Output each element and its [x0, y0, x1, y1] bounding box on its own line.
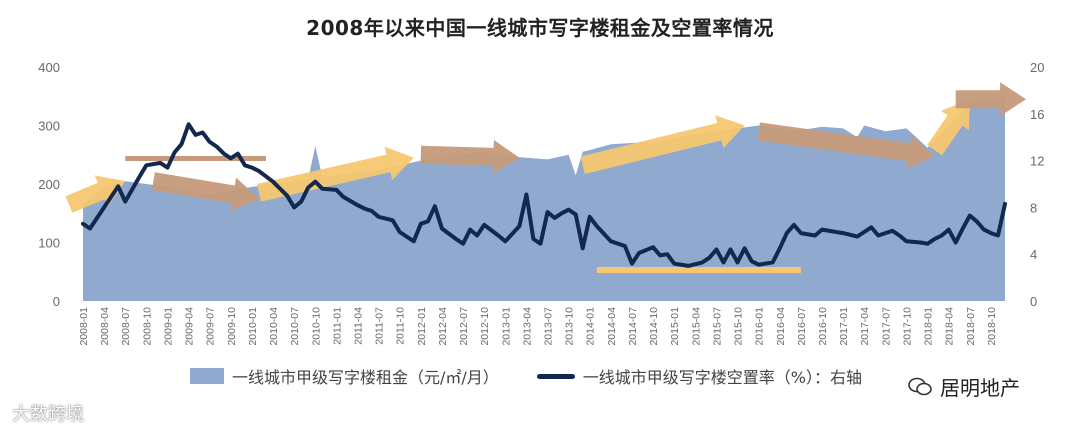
legend-rent-label: 一线城市甲级写字楼租金（元/㎡/月）: [232, 368, 499, 387]
x-tick-2010-10: 2010-10: [310, 307, 322, 346]
x-tick-2013-01: 2013-01: [500, 307, 512, 346]
x-tick-2009-04: 2009-04: [184, 307, 196, 346]
trend-arrow-4: [420, 139, 520, 174]
x-tick-2015-01: 2015-01: [669, 307, 681, 346]
trend-arrow-6: [757, 122, 935, 170]
highlight-bar-2015: [596, 267, 801, 273]
x-tick-2015-10: 2015-10: [733, 307, 745, 346]
x-tick-2015-04: 2015-04: [690, 307, 702, 346]
legend-area-swatch: [190, 368, 224, 384]
wechat-icon: [908, 377, 932, 395]
x-tick-2017-04: 2017-04: [859, 307, 871, 346]
trend-arrow-7: [927, 99, 970, 156]
y-left-tick-0: 0: [53, 294, 60, 309]
x-tick-2010-04: 2010-04: [268, 307, 280, 346]
x-tick-2010-01: 2010-01: [247, 307, 259, 346]
x-tick-2008-01: 2008-01: [78, 307, 90, 346]
x-tick-2016-04: 2016-04: [775, 307, 787, 346]
x-tick-2009-07: 2009-07: [205, 307, 217, 346]
x-tick-2018-07: 2018-07: [965, 307, 977, 346]
watermark-right-label: 居明地产: [940, 376, 1020, 400]
y-right-tick-20: 20: [1030, 60, 1044, 75]
x-tick-2018-10: 2018-10: [986, 307, 998, 346]
chart-title: 2008年以来中国一线城市写字楼租金及空置率情况: [306, 16, 774, 40]
y-right-tick-0: 0: [1030, 294, 1037, 309]
x-tick-2017-07: 2017-07: [880, 307, 892, 346]
x-tick-2009-10: 2009-10: [226, 307, 238, 346]
x-tick-2009-01: 2009-01: [162, 307, 174, 346]
x-tick-2012-01: 2012-01: [416, 307, 428, 346]
x-tick-2014-04: 2014-04: [606, 307, 618, 346]
x-tick-2018-04: 2018-04: [944, 307, 956, 346]
x-tick-2015-07: 2015-07: [711, 307, 723, 346]
x-tick-2011-07: 2011-07: [374, 307, 386, 345]
x-tick-2014-01: 2014-01: [585, 307, 597, 346]
legend-item-rent: 一线城市甲级写字楼租金（元/㎡/月）: [190, 364, 499, 388]
rent-area-series: [83, 96, 1005, 301]
legend-vacancy-label: 一线城市甲级写字楼空置率（%）：右轴: [582, 368, 863, 387]
watermark-left: 大数跨境: [12, 404, 84, 425]
x-tick-2008-10: 2008-10: [141, 307, 153, 346]
x-tick-2012-10: 2012-10: [479, 307, 491, 346]
vacancy-line-series: [81, 122, 1007, 268]
y-left-tick-100: 100: [38, 236, 60, 251]
highlight-bar-2009: [125, 156, 266, 161]
x-tick-2008-04: 2008-04: [99, 307, 111, 346]
x-tick-2014-10: 2014-10: [648, 307, 660, 346]
x-tick-2017-01: 2017-01: [838, 307, 850, 346]
watermark-right: 居明地产: [902, 370, 1026, 403]
trend-arrow-8: [955, 82, 1027, 117]
y-right-tick-12: 12: [1030, 154, 1044, 169]
trend-arrow-2: [151, 172, 259, 212]
y-left-tick-400: 400: [38, 60, 60, 75]
legend: 一线城市甲级写字楼租金（元/㎡/月） 一线城市甲级写字楼空置率（%）：右轴: [190, 364, 900, 388]
x-tick-2016-10: 2016-10: [817, 307, 829, 346]
x-tick-2011-01: 2011-01: [331, 307, 343, 345]
x-tick-2013-10: 2013-10: [564, 307, 576, 346]
y-right-tick-8: 8: [1030, 200, 1037, 215]
legend-line-swatch: [536, 373, 575, 379]
x-tick-2011-10: 2011-10: [395, 307, 407, 345]
x-tick-2012-04: 2012-04: [437, 307, 449, 346]
x-tick-2012-07: 2012-07: [458, 307, 470, 346]
x-tick-2013-07: 2013-07: [543, 307, 555, 346]
legend-item-vacancy: 一线城市甲级写字楼空置率（%）：右轴: [536, 364, 863, 388]
x-tick-2013-04: 2013-04: [521, 307, 533, 346]
x-tick-2010-07: 2010-07: [289, 307, 301, 346]
y-right-tick-4: 4: [1030, 247, 1037, 262]
x-tick-2018-01: 2018-01: [923, 307, 935, 346]
y-right-tick-16: 16: [1030, 107, 1044, 122]
trend-arrow-1: [65, 175, 126, 213]
x-tick-2014-07: 2014-07: [627, 307, 639, 346]
x-tick-2016-07: 2016-07: [796, 307, 808, 346]
x-tick-2011-04: 2011-04: [352, 307, 364, 345]
y-left-tick-300: 300: [38, 119, 60, 134]
trend-arrow-5: [580, 115, 745, 174]
x-tick-2008-07: 2008-07: [120, 307, 132, 346]
x-tick-2016-01: 2016-01: [754, 307, 766, 346]
y-left-tick-200: 200: [38, 177, 60, 192]
x-tick-2017-10: 2017-10: [901, 307, 913, 346]
trend-arrow-3: [257, 146, 414, 202]
